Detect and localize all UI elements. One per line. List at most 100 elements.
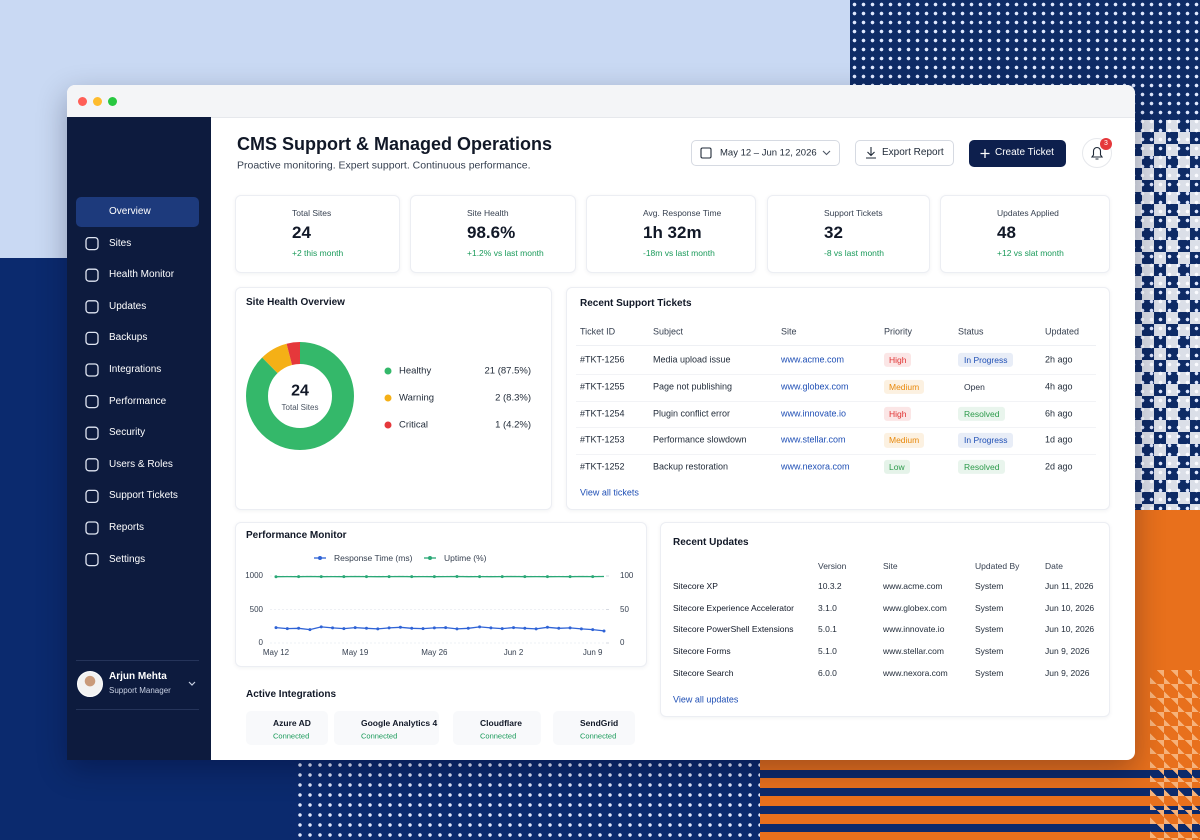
export-label: Export Report (882, 147, 944, 158)
page-title: CMS Support & Managed Operations (237, 134, 553, 155)
integration-card[interactable] (334, 711, 439, 745)
column-header: Site (883, 560, 898, 571)
legend-label: Uptime (%) (444, 552, 487, 563)
legend-label: Healthy (399, 365, 432, 377)
stat-card (235, 195, 400, 273)
row-divider (576, 373, 1096, 375)
priority-badge: Low (884, 460, 910, 475)
update-date: Jun 11, 2026 (1045, 580, 1094, 591)
legend-value: 2 (8.3%) (495, 392, 531, 404)
ticket-site[interactable]: www.nexora.com (781, 461, 850, 472)
stat-value: 98.6% (467, 222, 516, 242)
integration-card[interactable] (246, 711, 328, 745)
update-name: Sitecore Search (673, 667, 734, 678)
y-tick-label: 0 (258, 638, 263, 648)
update-name: Sitecore Experience Accelerator (673, 602, 794, 613)
stat-card (940, 195, 1110, 273)
window-control[interactable] (108, 97, 117, 106)
ticket-site[interactable]: www.innovate.io (781, 408, 847, 419)
date-range: May 12 – Jun 12, 2026 (720, 147, 817, 159)
bg-checker (1130, 120, 1200, 520)
ticket-updated: 6h ago (1045, 408, 1073, 419)
legend-label: Response Time (ms) (334, 552, 413, 563)
window-control[interactable] (78, 97, 87, 106)
ticket-subject: Performance slowdown (653, 434, 747, 445)
stat-value: 1h 32m (643, 222, 702, 242)
nav-label: Reports (109, 522, 145, 533)
panel-title: Recent Updates (673, 537, 749, 548)
x-tick-label: May 12 (262, 648, 290, 658)
nav-active (76, 197, 199, 227)
bg-stripes (760, 760, 1200, 840)
date-picker[interactable] (691, 140, 840, 166)
integration-card[interactable] (453, 711, 541, 745)
nav-label: Health Monitor (109, 269, 175, 281)
integration-name: Cloudflare (480, 717, 523, 728)
priority-badge: High (884, 352, 912, 368)
title-bar (67, 85, 1135, 118)
y2-tick-label: 100 (620, 571, 634, 581)
update-version: 5.0.1 (818, 624, 837, 635)
legend-label: Critical (399, 419, 429, 431)
nav-label: Performance (109, 395, 167, 407)
stat-card (586, 195, 756, 273)
row-divider (576, 454, 1096, 456)
ticket-site[interactable]: www.globex.com (781, 381, 849, 392)
integration-name: Azure AD (273, 717, 311, 728)
updates-panel (660, 522, 1110, 717)
update-by: System (975, 580, 1004, 591)
update-by: System (975, 602, 1004, 613)
integration-name: Google Analytics 4 (361, 717, 438, 728)
x-tick-label: Jun 9 (582, 648, 603, 658)
stat-change: -8 vs last month (824, 247, 884, 258)
ticket-updated: 4h ago (1045, 381, 1073, 392)
y-tick-label: 500 (249, 604, 263, 614)
nav-label: Integrations (109, 364, 162, 375)
notification-count: 3 (1104, 139, 1108, 147)
ticket-site[interactable]: www.acme.com (781, 354, 845, 365)
user-role: Support Manager (109, 686, 171, 696)
window-control[interactable] (93, 97, 102, 106)
ticket-subject: Backup restoration (653, 461, 729, 472)
update-date: Jun 9, 2026 (1045, 667, 1090, 678)
integration-status: Connected (480, 731, 517, 741)
nav-item[interactable] (76, 229, 199, 259)
update-by: System (975, 646, 1004, 656)
column-header: Updated By (975, 560, 1020, 571)
integration-name: SendGrid (580, 717, 619, 728)
ticket-site[interactable]: www.stellar.com (781, 434, 846, 445)
column-header: Version (818, 560, 847, 571)
view-all-link[interactable]: View all tickets (580, 487, 639, 498)
status-badge: Resolved (958, 406, 1006, 421)
update-version: 6.0.0 (818, 667, 837, 678)
view-all-link[interactable]: View all updates (673, 694, 739, 705)
ticket-id: #TKT-1254 (580, 408, 625, 419)
column-header: Subject (653, 326, 684, 337)
update-date: Jun 10, 2026 (1045, 602, 1095, 613)
status-badge: In Progress (958, 352, 1014, 368)
stat-change: +1.2% vs last month (467, 247, 544, 258)
tickets-panel (566, 287, 1110, 510)
performance-panel (235, 522, 647, 667)
stat-label: Avg. Response Time (643, 207, 722, 218)
donut-total: 24 (291, 382, 309, 400)
priority-badge: Medium (884, 433, 925, 448)
priority-badge: Medium (884, 379, 925, 394)
row-divider (576, 400, 1096, 402)
stat-label: Support Tickets (824, 207, 883, 218)
panel-title: Active Integrations (246, 689, 337, 700)
integration-card[interactable] (553, 711, 635, 745)
stat-change: +12 vs slat month (997, 247, 1064, 258)
update-version: 5.1.0 (818, 646, 837, 656)
nav-label: Backups (109, 332, 148, 344)
table-divider (576, 345, 1096, 346)
x-tick-label: Jun 2 (503, 648, 524, 658)
update-site: www.acme.com (883, 580, 943, 591)
column-header: Date (1045, 560, 1063, 571)
donut-total-label: Total Sites (281, 403, 319, 413)
status-badge: Resolved (958, 460, 1006, 475)
page-subtitle: Proactive monitoring. Expert support. Co… (237, 159, 531, 172)
update-name: Sitecore XP (673, 580, 718, 591)
y-tick-label: 1000 (245, 571, 263, 581)
legend-label: Warning (399, 392, 435, 404)
